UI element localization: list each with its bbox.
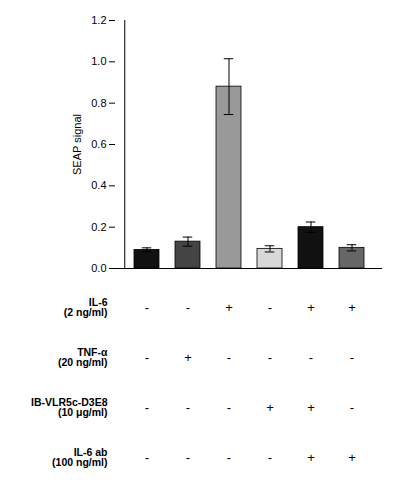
svg-text:-: - (268, 350, 272, 365)
svg-text:-: - (145, 350, 149, 365)
svg-text:-: - (186, 300, 190, 315)
svg-text:+: + (307, 450, 315, 465)
svg-text:-: - (227, 350, 231, 365)
svg-text:IB-VLR5c-D3E8(10 μg/ml): IB-VLR5c-D3E8(10 μg/ml) (31, 396, 108, 419)
svg-text:-: - (186, 450, 190, 465)
svg-text:0.4: 0.4 (91, 179, 106, 191)
svg-text:TNF-α(20 ng/ml): TNF-α(20 ng/ml) (58, 346, 108, 369)
svg-text:-: - (227, 400, 231, 415)
svg-text:-: - (186, 400, 190, 415)
svg-text:0.2: 0.2 (91, 221, 106, 233)
svg-text:0.6: 0.6 (91, 138, 106, 150)
svg-text:-: - (145, 400, 149, 415)
svg-text:-: - (350, 350, 354, 365)
svg-text:-: - (309, 350, 313, 365)
svg-text:-: - (227, 450, 231, 465)
svg-text:+: + (307, 300, 315, 315)
svg-text:SEAP signal: SEAP signal (71, 114, 83, 175)
svg-text:+: + (307, 400, 315, 415)
svg-text:1.0: 1.0 (91, 55, 106, 67)
svg-text:-: - (145, 450, 149, 465)
svg-text:IL-6 ab(100 ng/ml): IL-6 ab(100 ng/ml) (52, 446, 107, 469)
svg-text:-: - (350, 400, 354, 415)
svg-text:0.0: 0.0 (91, 262, 106, 274)
svg-text:IL-6(2 ng/ml): IL-6(2 ng/ml) (64, 296, 108, 319)
svg-text:+: + (225, 300, 233, 315)
svg-text:+: + (348, 300, 356, 315)
svg-text:+: + (266, 400, 274, 415)
svg-text:-: - (268, 300, 272, 315)
svg-text:+: + (348, 450, 356, 465)
svg-text:1.2: 1.2 (91, 14, 106, 26)
svg-text:-: - (145, 300, 149, 315)
svg-text:0.8: 0.8 (91, 97, 106, 109)
svg-text:+: + (184, 350, 192, 365)
svg-text:-: - (268, 450, 272, 465)
